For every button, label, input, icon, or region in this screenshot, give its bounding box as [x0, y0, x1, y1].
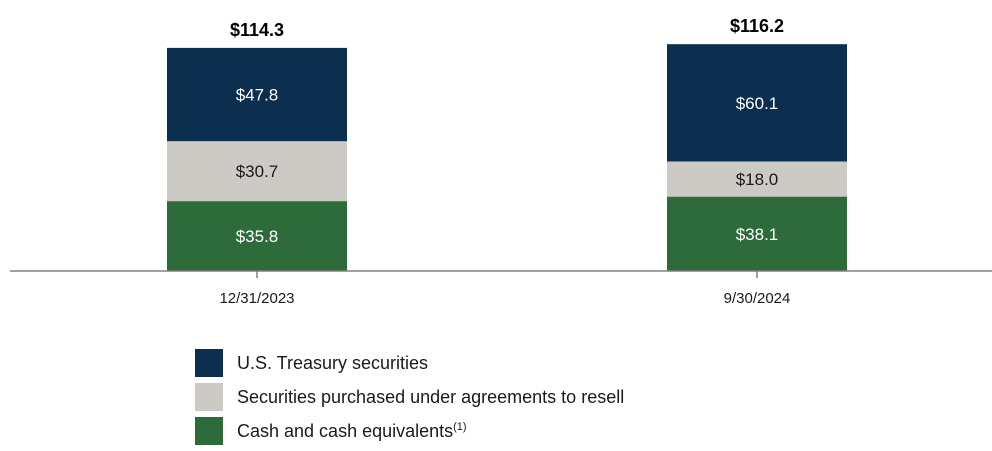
data-label-cash-and-cash-equivalents-0: $35.8: [236, 227, 279, 246]
data-label-securities-purchased-under-agreements-to-resell-1: $18.0: [736, 170, 779, 189]
legend-item-securities-resell: Securities purchased under agreements to…: [195, 380, 624, 414]
legend-swatch-us-treasury: [195, 349, 223, 377]
legend-label-us-treasury: U.S. Treasury securities: [237, 353, 428, 374]
legend-label-cash-wrapper: Cash and cash equivalents(1): [237, 421, 467, 442]
legend-label-securities-resell: Securities purchased under agreements to…: [237, 387, 624, 408]
data-label-u-s-treasury-securities-0: $47.8: [236, 86, 279, 105]
total-label-0: $114.3: [230, 20, 284, 40]
x-tick-label-1: 9/30/2024: [724, 290, 791, 307]
legend-footnote-marker: (1): [453, 421, 466, 433]
legend: U.S. Treasury securities Securities purc…: [195, 346, 624, 448]
data-label-u-s-treasury-securities-1: $60.1: [736, 94, 779, 113]
x-tick-label-0: 12/31/2023: [219, 290, 294, 307]
legend-label-cash: Cash and cash equivalents: [237, 421, 453, 441]
legend-item-cash: Cash and cash equivalents(1): [195, 414, 624, 448]
data-label-cash-and-cash-equivalents-1: $38.1: [736, 225, 779, 244]
legend-item-us-treasury: U.S. Treasury securities: [195, 346, 624, 380]
legend-swatch-securities-resell: [195, 383, 223, 411]
legend-swatch-cash: [195, 417, 223, 445]
ticks-layer: 12/31/2023 9/30/2024: [219, 271, 790, 307]
data-label-securities-purchased-under-agreements-to-resell-0: $30.7: [236, 162, 279, 181]
total-label-1: $116.2: [730, 16, 784, 36]
